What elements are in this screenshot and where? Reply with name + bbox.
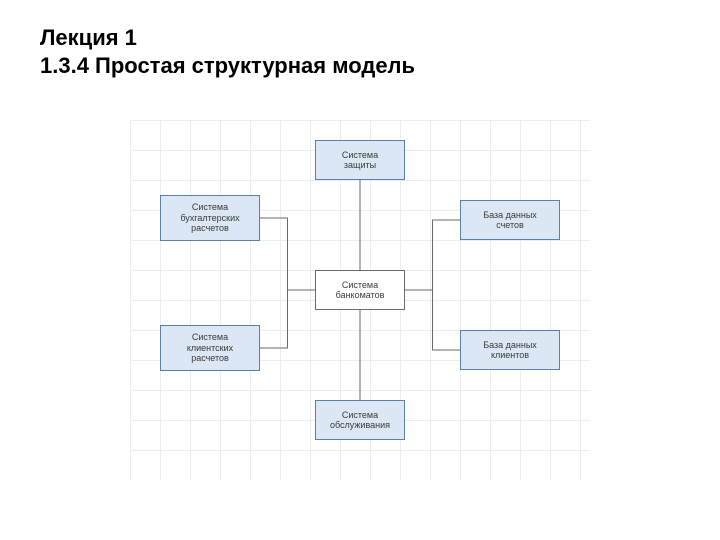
title-line-1: Лекция 1: [40, 24, 415, 52]
node-label: База данныхклиентов: [483, 340, 537, 361]
node-label: Системабухгалтерскихрасчетов: [180, 202, 239, 233]
node-left1: Системабухгалтерскихрасчетов: [160, 195, 260, 241]
node-center: Системабанкоматов: [315, 270, 405, 310]
node-right2: База данныхклиентов: [460, 330, 560, 370]
title-line-2: 1.3.4 Простая структурная модель: [40, 52, 415, 80]
node-top: Системазащиты: [315, 140, 405, 180]
node-left2: Системаклиентскихрасчетов: [160, 325, 260, 371]
node-label: Системабанкоматов: [336, 280, 385, 301]
page-title: Лекция 1 1.3.4 Простая структурная модел…: [40, 24, 415, 79]
node-label: Системаклиентскихрасчетов: [187, 332, 233, 363]
node-label: Системазащиты: [342, 150, 378, 171]
node-bottom: Системаобслуживания: [315, 400, 405, 440]
node-right1: База данныхсчетов: [460, 200, 560, 240]
node-label: База данныхсчетов: [483, 210, 537, 231]
diagram: Системабанкоматов Системазащиты Системаобс…: [130, 120, 590, 480]
node-label: Системаобслуживания: [330, 410, 390, 431]
